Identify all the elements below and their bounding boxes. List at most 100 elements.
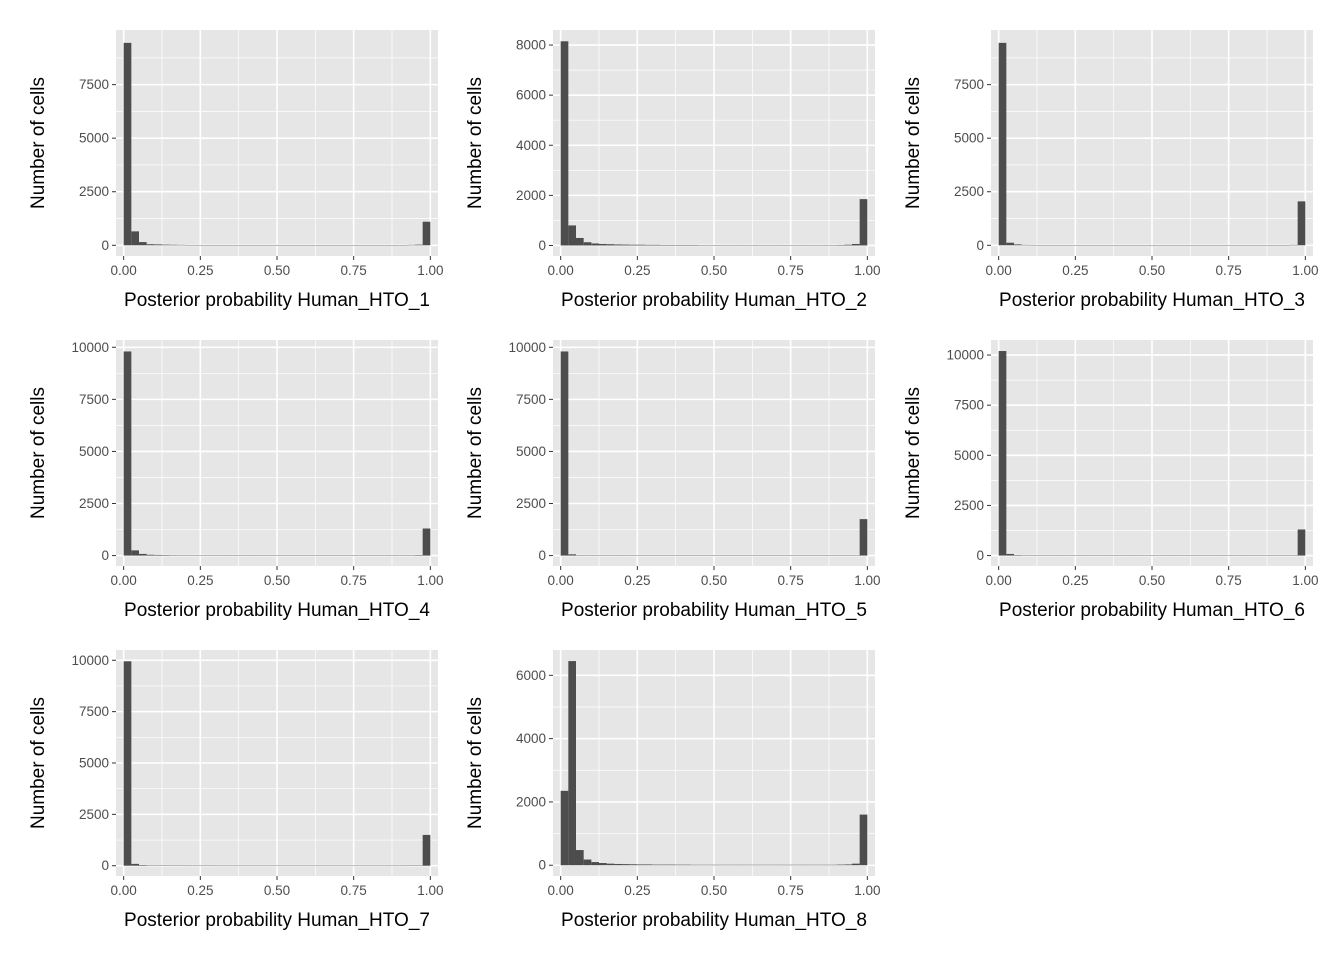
y-axis-title: Number of cells xyxy=(903,77,924,209)
x-tick-label: 0.75 xyxy=(341,573,367,588)
x-tick-label: 1.00 xyxy=(1292,263,1318,278)
y-tick-label: 10000 xyxy=(946,348,984,363)
y-tick-label: 5000 xyxy=(79,131,109,146)
x-tick-label: 0.25 xyxy=(624,883,650,898)
histogram-bar xyxy=(622,864,630,866)
histogram-bar xyxy=(645,244,653,246)
y-tick-label: 7500 xyxy=(79,704,109,719)
y-axis-title: Number of cells xyxy=(465,387,486,519)
histogram-bar xyxy=(560,41,569,246)
histogram-bar xyxy=(614,863,622,866)
x-tick-label: 0.25 xyxy=(624,573,650,588)
y-tick-label: 0 xyxy=(538,548,546,563)
histogram-panel-7: 0.00 0.25 0.50 0.75 1.00 0 2500 5000 7500 10000 Po… xyxy=(28,650,443,931)
x-tick-label: 0.00 xyxy=(111,263,137,278)
histogram-bar xyxy=(859,519,868,556)
histogram-bar xyxy=(852,863,860,866)
y-tick-label: 2500 xyxy=(79,496,109,511)
histogram-bar xyxy=(415,555,423,556)
histogram-bar xyxy=(139,242,147,246)
histogram-panel-3: 0.00 0.25 0.50 0.75 1.00 0 2500 5000 7500 Posteri… xyxy=(903,30,1318,311)
histogram-bar xyxy=(583,242,592,246)
y-tick-label: 4000 xyxy=(516,731,546,746)
y-tick-label: 5000 xyxy=(954,448,984,463)
histogram-bar xyxy=(660,244,668,246)
histogram-bar xyxy=(859,814,868,866)
histogram-bar xyxy=(614,244,622,246)
x-axis-title: Posterior probability Human_HTO_1 xyxy=(124,290,430,311)
y-tick-label: 6000 xyxy=(516,88,546,103)
histogram-bar xyxy=(652,864,661,866)
x-tick-label: 0.00 xyxy=(548,883,574,898)
y-tick-label: 6000 xyxy=(516,668,546,683)
histogram-panel-2: 0.00 0.25 0.50 0.75 1.00 0 2000 4000 6000 8000 Pos… xyxy=(465,30,880,311)
histogram-bar xyxy=(675,244,684,246)
x-tick-label: 0.75 xyxy=(341,263,367,278)
y-tick-label: 0 xyxy=(976,238,984,253)
y-axis-title: Number of cells xyxy=(903,387,924,519)
y-tick-label: 0 xyxy=(976,548,984,563)
histogram-bar xyxy=(683,864,691,866)
x-tick-label: 1.00 xyxy=(417,263,443,278)
histogram-bar xyxy=(1297,201,1306,246)
histogram-bar xyxy=(844,244,852,246)
x-tick-label: 0.50 xyxy=(701,883,727,898)
x-tick-label: 0.50 xyxy=(1139,263,1165,278)
y-tick-label: 10000 xyxy=(71,340,109,355)
x-tick-label: 0.50 xyxy=(264,573,290,588)
histogram-bar xyxy=(668,864,676,866)
y-tick-label: 0 xyxy=(538,238,546,253)
x-tick-label: 0.50 xyxy=(701,263,727,278)
x-axis-title: Posterior probability Human_HTO_3 xyxy=(999,290,1305,311)
histogram-bar xyxy=(583,859,592,866)
x-tick-label: 0.25 xyxy=(624,263,650,278)
x-tick-label: 0.50 xyxy=(264,263,290,278)
y-tick-label: 0 xyxy=(101,548,109,563)
histogram-bar xyxy=(422,834,431,866)
histogram-bar xyxy=(154,554,162,556)
histogram-bar xyxy=(645,864,653,866)
histogram-panel-6: 0.00 0.25 0.50 0.75 1.00 0 2500 5000 7500 10000 Po… xyxy=(903,340,1318,621)
histogram-bar xyxy=(652,244,661,246)
histogram-bar xyxy=(154,244,162,246)
histogram-bar xyxy=(1014,555,1022,556)
histogram-bar xyxy=(691,244,699,246)
histogram-bar xyxy=(131,863,139,866)
histogram-bar xyxy=(146,554,155,556)
y-tick-label: 5000 xyxy=(954,131,984,146)
y-tick-label: 2500 xyxy=(954,184,984,199)
x-tick-label: 0.50 xyxy=(701,573,727,588)
y-tick-label: 5000 xyxy=(516,444,546,459)
histogram-bar xyxy=(591,862,599,866)
x-tick-label: 0.25 xyxy=(187,573,213,588)
x-tick-label: 0.00 xyxy=(111,573,137,588)
x-tick-label: 0.50 xyxy=(264,883,290,898)
y-tick-label: 0 xyxy=(538,858,546,873)
histogram-bar xyxy=(576,237,584,246)
histogram-bar xyxy=(591,243,599,246)
histogram-bar xyxy=(844,864,852,866)
y-tick-label: 0 xyxy=(101,238,109,253)
x-tick-label: 0.75 xyxy=(1216,263,1242,278)
x-axis-title: Posterior probability Human_HTO_4 xyxy=(124,600,430,621)
histogram-panel-5: 0.00 0.25 0.50 0.75 1.00 0 2500 5000 7500 10000 Po… xyxy=(465,340,880,621)
y-tick-label: 7500 xyxy=(954,398,984,413)
x-tick-label: 0.00 xyxy=(548,573,574,588)
y-tick-label: 8000 xyxy=(516,38,546,53)
histogram-bar xyxy=(660,864,668,866)
histogram-panel-8: 0.00 0.25 0.50 0.75 1.00 0 2000 4000 6000 Posteri… xyxy=(465,650,880,931)
y-tick-label: 10000 xyxy=(71,653,109,668)
histogram-bar xyxy=(162,244,170,246)
histogram-bar xyxy=(415,244,423,246)
x-axis-title: Posterior probability Human_HTO_6 xyxy=(999,600,1305,621)
y-tick-label: 7500 xyxy=(954,77,984,92)
y-tick-label: 2000 xyxy=(516,188,546,203)
histogram-bar xyxy=(146,244,155,246)
histogram-bar xyxy=(675,864,684,866)
x-tick-label: 1.00 xyxy=(854,573,880,588)
x-tick-label: 0.75 xyxy=(341,883,367,898)
y-tick-label: 2500 xyxy=(516,496,546,511)
histogram-bar xyxy=(1006,242,1014,246)
histogram-bar xyxy=(998,351,1007,556)
y-tick-label: 2500 xyxy=(79,807,109,822)
